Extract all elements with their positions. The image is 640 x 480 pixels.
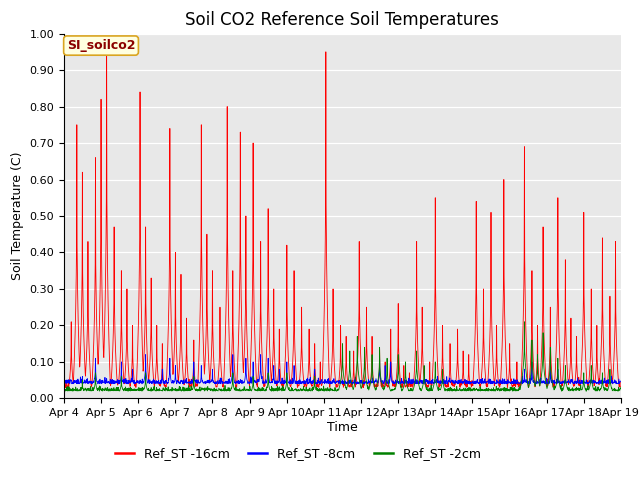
X-axis label: Time: Time <box>327 421 358 434</box>
Text: SI_soilco2: SI_soilco2 <box>67 39 135 52</box>
Title: Soil CO2 Reference Soil Temperatures: Soil CO2 Reference Soil Temperatures <box>186 11 499 29</box>
Legend: Ref_ST -16cm, Ref_ST -8cm, Ref_ST -2cm: Ref_ST -16cm, Ref_ST -8cm, Ref_ST -2cm <box>110 442 486 465</box>
Y-axis label: Soil Temperature (C): Soil Temperature (C) <box>11 152 24 280</box>
